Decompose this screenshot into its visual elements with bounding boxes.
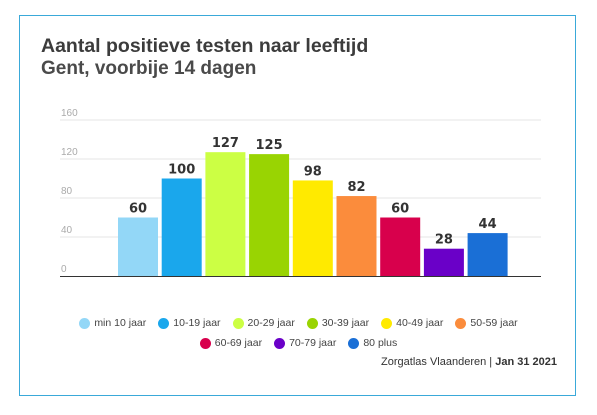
- legend-item[interactable]: 70-79 jaar: [274, 337, 336, 349]
- legend-item[interactable]: 30-39 jaar: [306, 317, 370, 329]
- y-tick-label: 0: [61, 264, 67, 275]
- source-name: Zorgatlas Vlaanderen: [381, 356, 487, 368]
- legend-swatch: [348, 337, 360, 349]
- legend-swatch: [79, 317, 91, 329]
- bar-10-19-jaar: [161, 178, 202, 276]
- legend-item[interactable]: min 10 jaar: [79, 317, 146, 329]
- bar-30-39-jaar: [249, 154, 290, 276]
- legend-swatch: [455, 317, 467, 329]
- y-tick-label: 160: [61, 108, 78, 119]
- bar-value-label: 28: [435, 233, 453, 248]
- legend-swatch: [381, 317, 393, 329]
- source-date: Jan 31 2021: [495, 356, 557, 368]
- legend-swatch: [199, 337, 211, 349]
- legend-swatch: [274, 337, 286, 349]
- bar-60-69-jaar: [380, 217, 421, 276]
- bar-50-59-jaar: [336, 196, 377, 276]
- legend-label: 50-59 jaar: [470, 317, 518, 329]
- legend-item[interactable]: 50-59 jaar: [455, 317, 518, 329]
- legend: min 10 jaar 10-19 jaar 20-29 jaar 30-39 jaa…: [30, 313, 567, 353]
- bar-40-49-jaar: [292, 180, 333, 276]
- source-credit: Zorgatlas Vlaanderen | Jan 31 2021: [381, 356, 557, 368]
- source-separator: |: [486, 356, 496, 368]
- chart-title: Aantal positieve testen naar leeftijd: [41, 35, 369, 57]
- bar-value-label: 127: [212, 136, 239, 151]
- legend-row: 60-69 jaar 70-79 jaar 80 plus: [30, 333, 567, 353]
- bar-20-29-jaar: [205, 152, 246, 276]
- legend-label: 20-29 jaar: [247, 317, 295, 329]
- bar-value-label: 82: [347, 180, 365, 195]
- legend-item[interactable]: 20-29 jaar: [232, 317, 295, 329]
- bar-value-label: 60: [391, 202, 409, 217]
- legend-label: min 10 jaar: [94, 317, 147, 329]
- chart-subtitle: Gent, voorbije 14 dagen: [41, 58, 257, 79]
- bar-70-79-jaar: [423, 248, 464, 276]
- bar-min-10-jaar: [118, 217, 158, 276]
- legend-swatch: [306, 317, 318, 329]
- legend-item[interactable]: 10-19 jaar: [158, 317, 221, 329]
- legend-swatch: [232, 317, 244, 329]
- y-tick-label: 120: [61, 147, 78, 158]
- bar-value-label: 60: [129, 202, 147, 217]
- legend-label: 40-49 jaar: [396, 317, 444, 329]
- bar-value-label: 125: [256, 138, 283, 153]
- y-tick-label: 40: [61, 225, 73, 236]
- legend-label: 10-19 jaar: [173, 317, 221, 329]
- legend-label: 60-69 jaar: [214, 337, 263, 349]
- bar-value-label: 98: [304, 164, 322, 179]
- legend-row: min 10 jaar 10-19 jaar 20-29 jaar 30-39 jaa…: [30, 313, 567, 333]
- legend-item[interactable]: 80 plus: [348, 337, 397, 349]
- bar-value-label: 44: [479, 217, 497, 232]
- y-tick-label: 80: [61, 186, 73, 197]
- legend-item[interactable]: 60-69 jaar: [199, 337, 263, 349]
- legend-item[interactable]: 40-49 jaar: [381, 317, 443, 329]
- legend-label: 70-79 jaar: [289, 337, 337, 349]
- bar-value-label: 100: [168, 163, 195, 178]
- bar-80-plus: [467, 233, 508, 276]
- legend-label: 30-39 jaar: [321, 317, 370, 329]
- legend-swatch: [158, 317, 170, 329]
- legend-label: 80 plus: [363, 337, 398, 349]
